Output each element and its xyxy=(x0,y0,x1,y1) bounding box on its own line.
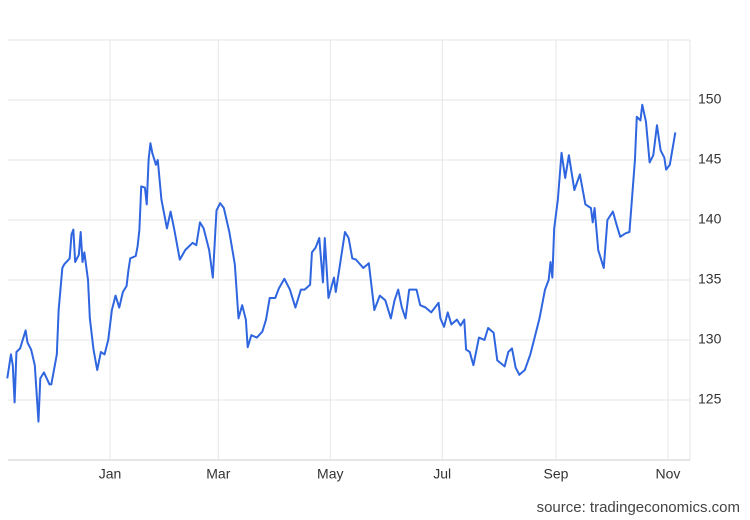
y-tick-label: 125 xyxy=(698,391,722,407)
y-tick-label: 140 xyxy=(698,211,722,227)
y-tick-label: 130 xyxy=(698,331,722,347)
price-line xyxy=(6,103,677,423)
x-tick-label: May xyxy=(317,466,343,482)
x-tick-label: Nov xyxy=(656,466,681,482)
y-tick-label: 145 xyxy=(698,151,722,167)
x-tick-label: Mar xyxy=(206,466,230,482)
y-tick-label: 135 xyxy=(698,271,722,287)
y-tick-label: 150 xyxy=(698,91,722,107)
source: source: tradingeconomics.com xyxy=(537,499,740,516)
x-tick-label: Sep xyxy=(544,466,569,482)
x-tick-label: Jan xyxy=(99,466,122,482)
x-tick-label: Jul xyxy=(433,466,451,482)
